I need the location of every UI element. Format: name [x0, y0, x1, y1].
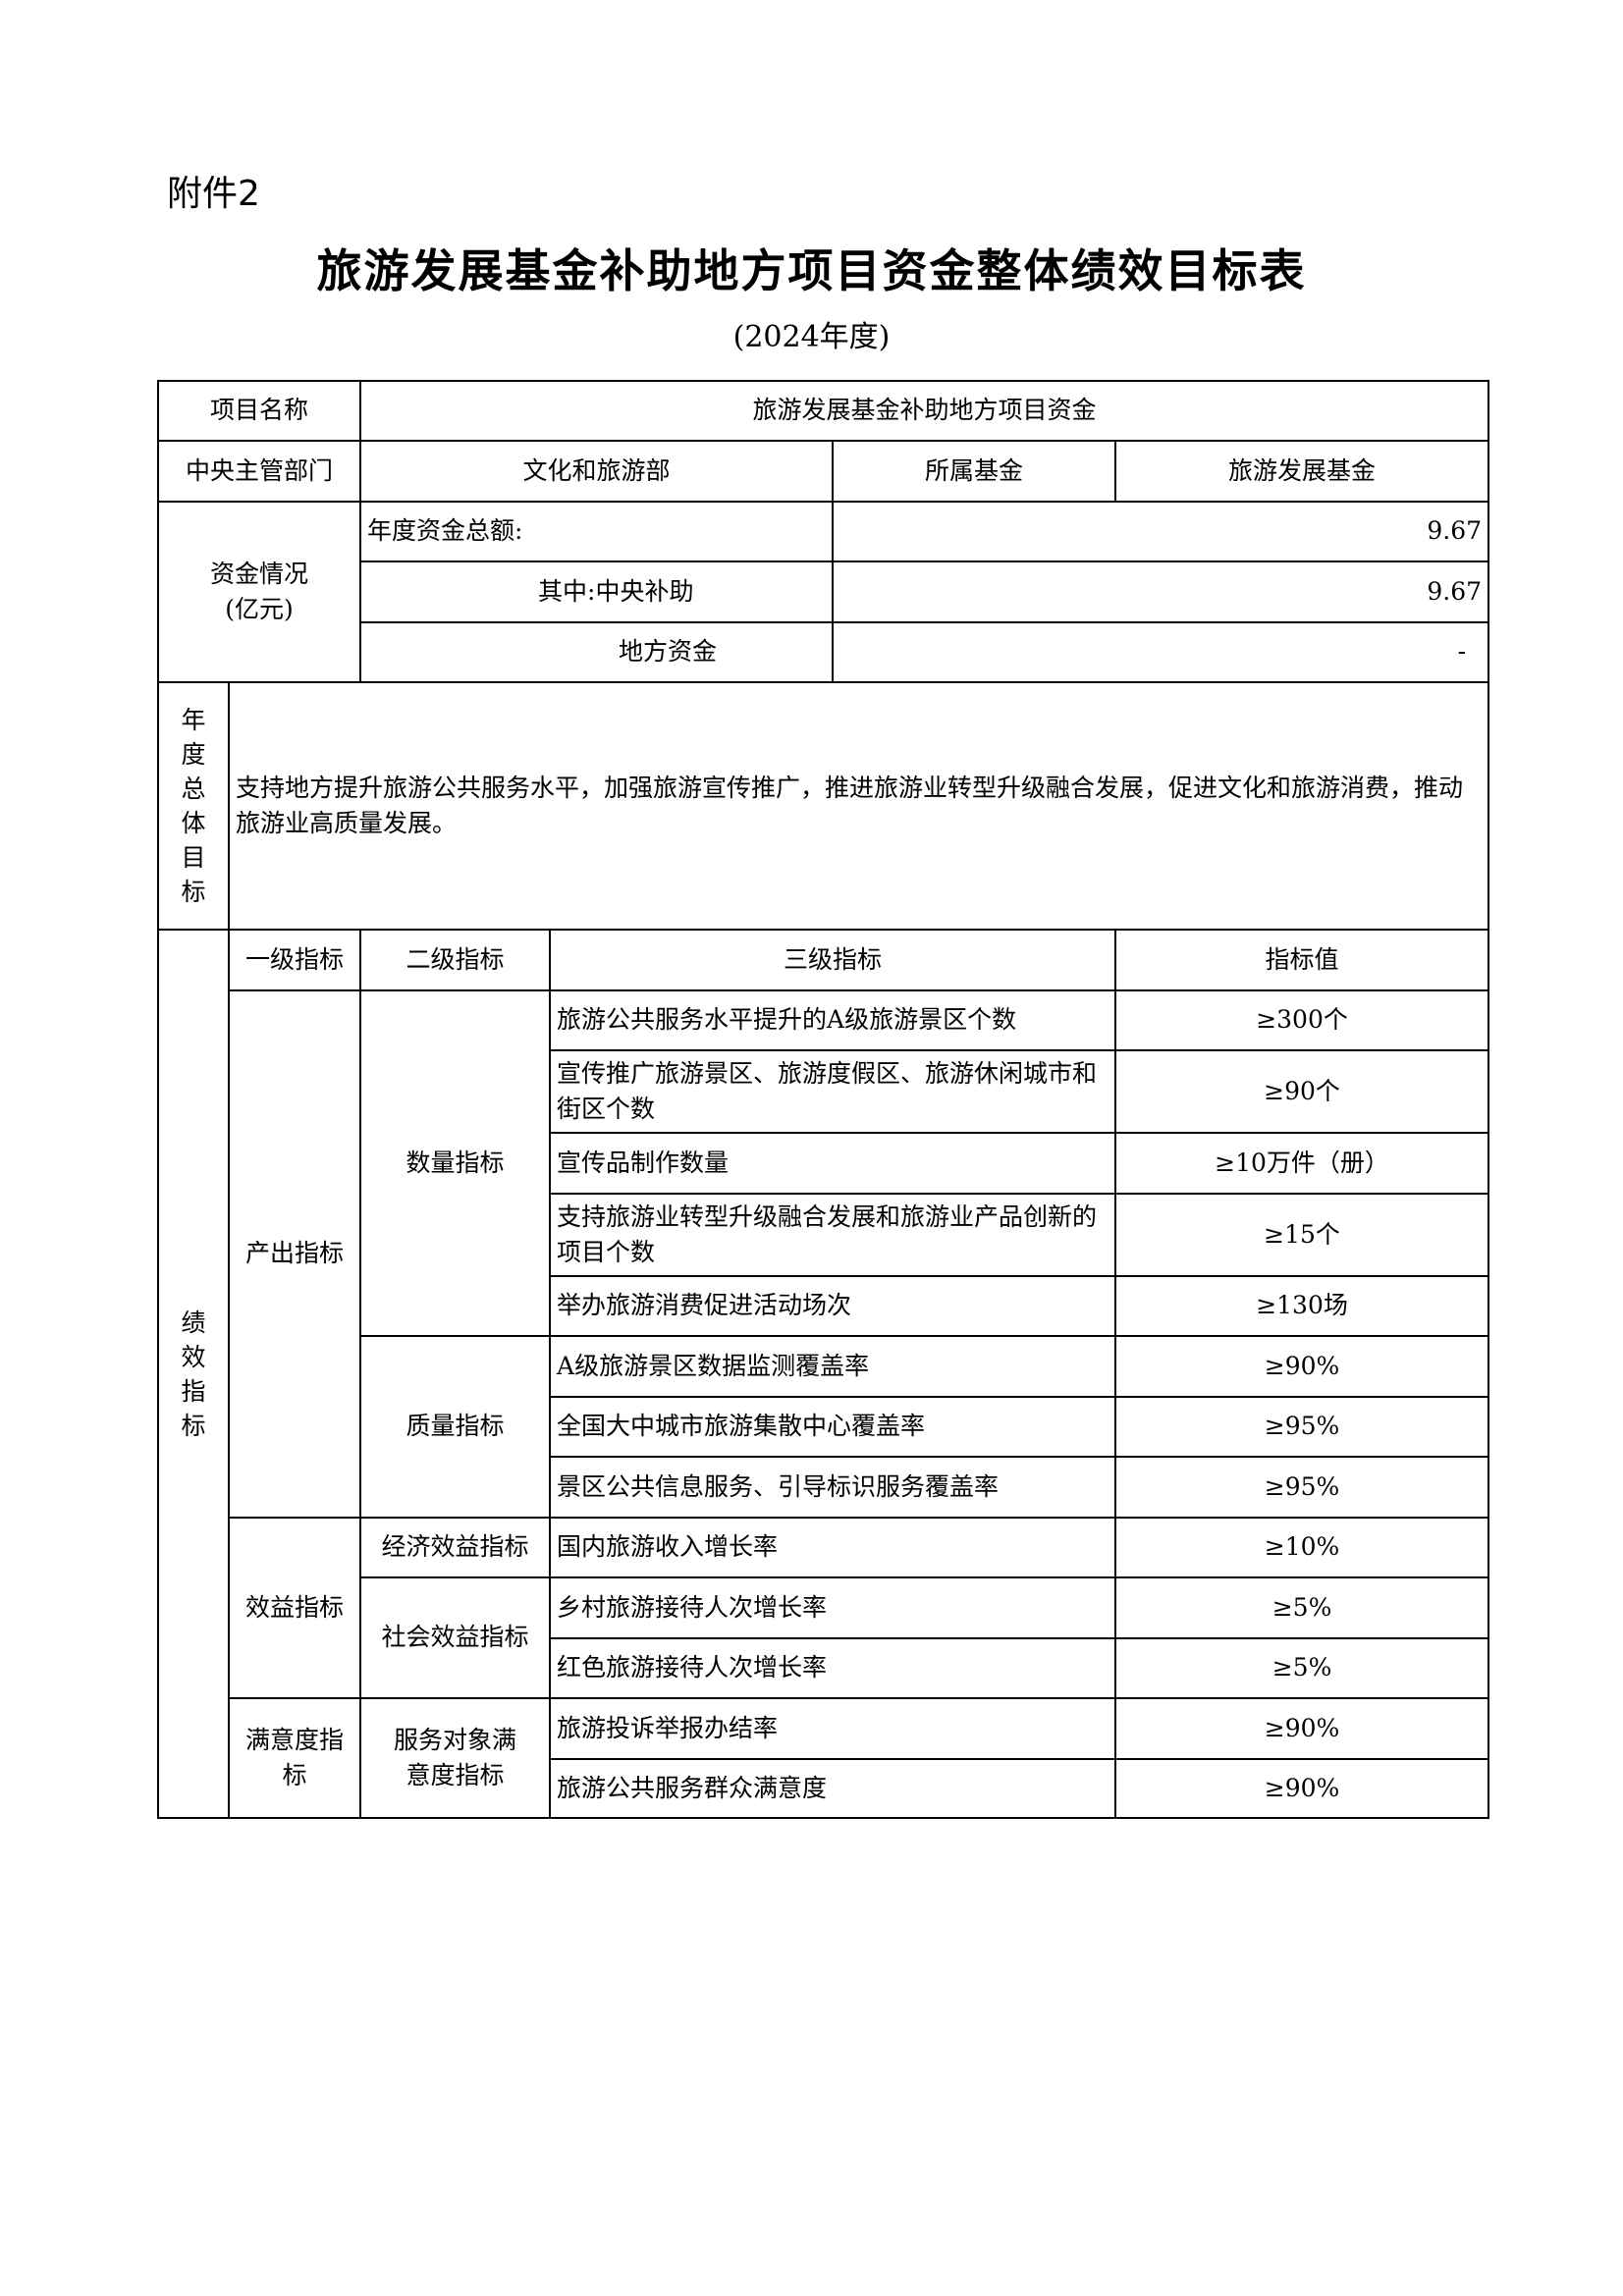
funds-central-label: 其中:中央补助: [359, 561, 835, 623]
indicator-value: ≥300个: [1114, 989, 1490, 1051]
indicator-name: 举办旅游消费促进活动场次: [549, 1275, 1117, 1337]
funds-local-label: 地方资金: [359, 621, 835, 683]
indicator-value: ≥90%: [1114, 1697, 1490, 1760]
page-title: 旅游发展基金补助地方项目资金整体绩效目标表: [316, 244, 1307, 297]
indicator-name: 宣传品制作数量: [549, 1132, 1117, 1195]
level2-economic: 经济效益指标: [359, 1517, 552, 1578]
indicator-value: ≥90%: [1114, 1758, 1490, 1819]
indicator-name: 旅游公共服务水平提升的A级旅游景区个数: [549, 989, 1117, 1051]
header-level3: 三级指标: [549, 929, 1117, 991]
indicator-value: ≥95%: [1114, 1456, 1490, 1519]
indicator-name: 景区公共信息服务、引导标识服务覆盖率: [549, 1456, 1117, 1519]
funds-label: 资金情况 (亿元): [156, 501, 362, 683]
indicator-value: ≥10%: [1114, 1517, 1490, 1578]
indicator-value: ≥130场: [1114, 1275, 1490, 1337]
goal-text: 支持地方提升旅游公共服务水平，加强旅游宣传推广，推进旅游业转型升级融合发展，促进…: [227, 681, 1490, 931]
table-row: 旅游公共服务群众满意度 ≥90%: [158, 1758, 1490, 1819]
funds-total-label: 年度资金总额:: [359, 501, 835, 562]
project-row: 项目名称 旅游发展基金补助地方项目资金: [156, 380, 1490, 442]
perf-header-row: 绩效指标 一级指标 二级指标 三级指标 指标值: [157, 929, 1490, 1819]
table-row: 满意度指标 服务对象满意度指标 旅游投诉举报办结率 ≥90%: [158, 1697, 1490, 1819]
indicator-name: 旅游投诉举报办结率: [549, 1697, 1117, 1760]
funds-row: 地方资金 -: [158, 621, 1490, 683]
project-value: 旅游发展基金补助地方项目资金: [359, 380, 1490, 442]
header-level2: 二级指标: [359, 929, 552, 991]
perf-label: 绩效指标: [157, 929, 230, 1819]
indicator-value: ≥10万件（册）: [1114, 1132, 1490, 1195]
indicator-name: 红色旅游接待人次增长率: [549, 1637, 1117, 1699]
dept-label: 中央主管部门: [156, 440, 362, 503]
indicator-value: ≥90个: [1114, 1049, 1490, 1134]
goal-row: 年度总体目标 支持地方提升旅游公共服务水平，加强旅游宣传推广，推进旅游业转型升级…: [157, 681, 1490, 931]
indicator-value: ≥95%: [1114, 1396, 1490, 1458]
indicator-name: A级旅游景区数据监测覆盖率: [549, 1335, 1117, 1398]
table-row: 景区公共信息服务、引导标识服务覆盖率 ≥95%: [158, 1456, 1490, 1519]
fund-label: 所属基金: [832, 440, 1117, 503]
fund-value: 旅游发展基金: [1114, 440, 1490, 503]
goal-label: 年度总体目标: [157, 681, 230, 931]
table-row: 产出指标 数量指标 旅游公共服务水平提升的A级旅游景区个数 ≥300个: [158, 989, 1490, 1519]
level2-quantity: 数量指标: [359, 989, 552, 1337]
indicator-value: ≥15个: [1114, 1193, 1490, 1277]
dept-value: 文化和旅游部: [359, 440, 835, 503]
table-row: 宣传推广旅游景区、旅游度假区、旅游休闲城市和街区个数 ≥90个: [158, 1049, 1490, 1134]
funds-unit: (亿元): [225, 595, 294, 623]
funds-row: 资金情况 (亿元) 年度资金总额: 9.67: [156, 501, 1490, 683]
indicator-name: 宣传推广旅游景区、旅游度假区、旅游休闲城市和街区个数: [549, 1049, 1117, 1134]
indicator-name: 支持旅游业转型升级融合发展和旅游业产品创新的项目个数: [549, 1193, 1117, 1277]
table-row: 社会效益指标 乡村旅游接待人次增长率 ≥5%: [158, 1576, 1490, 1699]
table-row: 支持旅游业转型升级融合发展和旅游业产品创新的项目个数 ≥15个: [158, 1193, 1490, 1277]
indicator-value: ≥5%: [1114, 1637, 1490, 1699]
level1-benefit: 效益指标: [227, 1517, 362, 1699]
header-value: 指标值: [1114, 929, 1490, 991]
performance-table: 项目名称 旅游发展基金补助地方项目资金 中央主管部门 文化和旅游部 所属基金 旅…: [156, 380, 1490, 1819]
level1-output: 产出指标: [227, 989, 362, 1519]
funds-local-value: -: [832, 621, 1490, 683]
attachment-label: 附件2: [167, 174, 260, 214]
project-label: 项目名称: [156, 380, 362, 442]
indicator-value: ≥90%: [1114, 1335, 1490, 1398]
level2-quality: 质量指标: [359, 1335, 552, 1519]
indicator-value: ≥5%: [1114, 1576, 1490, 1639]
level2-service-satisfaction: 服务对象满意度指标: [359, 1697, 552, 1819]
table-row: 质量指标 A级旅游景区数据监测覆盖率 ≥90%: [158, 1335, 1490, 1519]
table-row: 效益指标 经济效益指标 国内旅游收入增长率 ≥10%: [158, 1517, 1490, 1699]
indicator-name: 全国大中城市旅游集散中心覆盖率: [549, 1396, 1117, 1458]
page-subtitle: (2024年度): [732, 320, 891, 354]
table-row: 红色旅游接待人次增长率 ≥5%: [158, 1637, 1490, 1699]
table-row: 举办旅游消费促进活动场次 ≥130场: [158, 1275, 1490, 1337]
level1-satisfaction: 满意度指标: [227, 1697, 362, 1819]
indicator-name: 国内旅游收入增长率: [549, 1517, 1117, 1578]
table-row: 全国大中城市旅游集散中心覆盖率 ≥95%: [158, 1396, 1490, 1458]
funds-label-text: 资金情况: [210, 559, 309, 588]
indicator-name: 乡村旅游接待人次增长率: [549, 1576, 1117, 1639]
funds-central-value: 9.67: [832, 561, 1490, 623]
level2-social: 社会效益指标: [359, 1576, 552, 1699]
header-level1: 一级指标: [227, 929, 362, 991]
indicator-name: 旅游公共服务群众满意度: [549, 1758, 1117, 1819]
dept-row: 中央主管部门 文化和旅游部 所属基金 旅游发展基金: [156, 440, 1490, 503]
table-row: 宣传品制作数量 ≥10万件（册）: [158, 1132, 1490, 1195]
funds-total-value: 9.67: [832, 501, 1490, 562]
funds-row: 其中:中央补助 9.67: [158, 561, 1490, 623]
